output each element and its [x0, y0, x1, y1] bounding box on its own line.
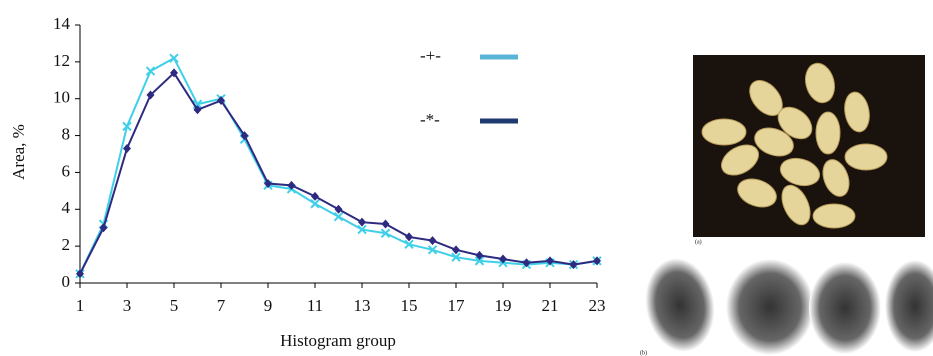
y-tick-label: 8 [62, 124, 71, 143]
series [76, 68, 601, 279]
x-tick-label: 21 [542, 296, 559, 315]
photo-label: (b) [640, 349, 647, 356]
x-tick-label: 7 [217, 296, 226, 315]
marker [76, 269, 84, 279]
marker [452, 245, 460, 255]
y-tick-label: 12 [53, 51, 70, 70]
x-tick-label: 11 [307, 296, 323, 315]
series-line [79, 56, 598, 275]
marker [240, 131, 249, 141]
marker [569, 260, 578, 270]
marker [428, 236, 437, 246]
marker [358, 217, 366, 227]
y-axis-label: Area, % [9, 124, 28, 180]
marker [169, 53, 179, 63]
marker [333, 211, 344, 222]
marker [334, 204, 343, 214]
marker [217, 96, 225, 106]
marker [123, 143, 131, 153]
marker [475, 250, 484, 260]
marker [357, 224, 367, 235]
y-tick-label: 6 [62, 161, 71, 180]
legend-label: -*- [420, 110, 440, 129]
marker [380, 228, 391, 238]
x-tick-label: 23 [589, 296, 606, 315]
y-tick-label: 2 [62, 235, 71, 254]
marker [499, 254, 507, 264]
marker [311, 191, 319, 201]
marker [145, 66, 156, 76]
series-line [79, 71, 598, 275]
x-axis-label: Histogram group [280, 331, 396, 350]
x-tick-label: 1 [76, 296, 85, 315]
marker [146, 90, 155, 100]
marker [522, 258, 531, 268]
y-tick-label: 10 [53, 88, 70, 107]
marker [474, 256, 485, 266]
marker [404, 239, 414, 250]
x-tick-label: 19 [495, 296, 512, 315]
series [75, 53, 602, 279]
marker [593, 256, 601, 266]
photo-label: (a) [695, 238, 702, 245]
y-tick-label: 4 [62, 198, 71, 217]
marker [99, 223, 108, 233]
x-tick-label: 13 [354, 296, 371, 315]
marker [310, 199, 320, 209]
x-tick-label: 3 [123, 296, 132, 315]
y-tick-label: 0 [62, 272, 71, 291]
x-tick-label: 17 [448, 296, 466, 315]
legend-label: -+- [420, 46, 441, 65]
marker [287, 180, 296, 190]
photo-a [693, 55, 925, 237]
marker [170, 68, 178, 78]
photo-b [645, 258, 933, 355]
x-tick-label: 5 [170, 296, 179, 315]
marker [193, 105, 202, 115]
y-tick-label: 14 [53, 14, 71, 33]
grains [701, 62, 888, 229]
marker [427, 245, 438, 255]
marker [405, 232, 413, 242]
marker [381, 219, 390, 229]
x-tick-label: 15 [401, 296, 418, 315]
marker [546, 256, 554, 266]
marker [122, 121, 132, 132]
marker [264, 178, 272, 188]
marker [451, 252, 461, 262]
x-tick-label: 9 [264, 296, 273, 315]
